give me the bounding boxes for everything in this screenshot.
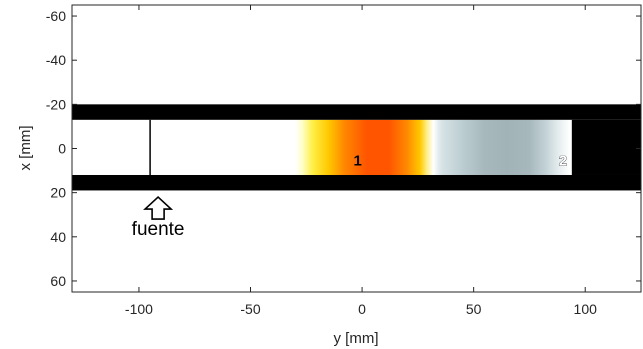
y-axis-label: x [mm] xyxy=(17,126,34,171)
x-axis-ticks: -100 -50 0 50 100 xyxy=(125,5,597,317)
source-annotation-label: fuente xyxy=(132,219,185,240)
heat-field xyxy=(295,119,570,175)
x-tick-label: 100 xyxy=(574,301,598,317)
y-tick-label: 0 xyxy=(58,141,66,157)
probe-marker-1: 1 xyxy=(353,153,361,170)
x-tick-label: 50 xyxy=(466,301,482,317)
duct-wall-1 xyxy=(72,104,641,120)
source-annotation: fuente xyxy=(132,195,185,240)
duct-walls xyxy=(72,104,641,191)
y-tick-label: -20 xyxy=(46,96,66,112)
y-tick-label: -60 xyxy=(46,8,66,24)
y-tick-label: 60 xyxy=(50,273,66,289)
x-tick-label: -50 xyxy=(240,301,260,317)
probe-marker-2: 2 xyxy=(559,153,567,170)
up-arrow-icon xyxy=(143,195,174,220)
x-tick-label: 0 xyxy=(358,301,366,317)
y-tick-label: -40 xyxy=(46,52,66,68)
y-axis-ticks: -60 -40 -20 0 20 40 60 xyxy=(46,8,641,289)
duct-wall-2 xyxy=(72,174,641,191)
y-tick-label: 40 xyxy=(50,229,66,245)
duct-wall-3 xyxy=(571,119,641,175)
x-axis-label: y [mm] xyxy=(334,330,379,347)
y-tick-label: 20 xyxy=(50,185,66,201)
x-tick-label: -100 xyxy=(125,301,153,317)
